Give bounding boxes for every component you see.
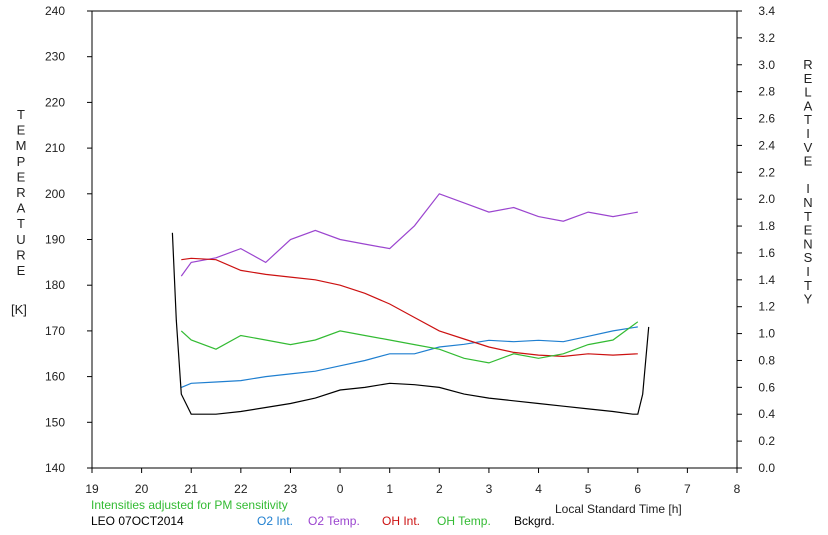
x-tick-label: 5 xyxy=(585,482,592,496)
y-axis-left-unit: [K] xyxy=(11,302,27,317)
station-label: LEO 07OCT2014 xyxy=(91,514,184,528)
x-tick-label: 8 xyxy=(734,482,741,496)
y-right-tick-label: 0.8 xyxy=(758,353,775,367)
y-left-tick-label: 210 xyxy=(45,141,65,155)
y-left-tick-label: 150 xyxy=(45,415,65,429)
x-tick-label: 7 xyxy=(684,482,691,496)
series-line-o2-int xyxy=(181,326,638,388)
y-left-tick-label: 140 xyxy=(45,461,65,475)
x-tick-label: 21 xyxy=(185,482,199,496)
y-right-tick-label: 2.4 xyxy=(758,138,775,152)
y-right-tick-label: 0.4 xyxy=(758,407,775,421)
x-tick-label: 4 xyxy=(535,482,542,496)
y-right-tick-label: 1.0 xyxy=(758,327,775,341)
y-left-tick-label: 200 xyxy=(45,187,65,201)
series-layer xyxy=(171,193,650,415)
x-axis-title: Local Standard Time [h] xyxy=(555,502,682,516)
y-left-tick-label: 160 xyxy=(45,370,65,384)
y-right-tick-label: 1.4 xyxy=(758,273,775,287)
legend: O2 Int. O2 Temp. OH Int. OH Temp. Bckgrd. xyxy=(257,514,555,528)
y-left-tick-label: 170 xyxy=(45,324,65,338)
x-tick-label: 2 xyxy=(436,482,443,496)
series-line-oh-temp xyxy=(180,321,639,364)
y-left-tick-label: 220 xyxy=(45,95,65,109)
legend-entry: Bckgrd. xyxy=(514,514,555,528)
x-tick-label: 22 xyxy=(234,482,248,496)
x-tick-label: 0 xyxy=(337,482,344,496)
legend-entry: OH Int. xyxy=(382,514,420,528)
y-right-tick-label: 2.0 xyxy=(758,192,775,206)
y-right-tick-label: 1.6 xyxy=(758,246,775,260)
y-right-tick-label: 1.8 xyxy=(758,219,775,233)
y-right-tick-label: 2.2 xyxy=(758,165,775,179)
y-axis-left: 140 150 160 170 180 190 200 210 220 230 240 xyxy=(45,4,92,475)
y-right-tick-label: 1.2 xyxy=(758,300,775,314)
y-axis-right: 0.0 0.2 0.4 0.6 0.8 1.0 1.2 1.4 1.6 1.8 2.0 2.2 2.4 2… xyxy=(737,4,775,475)
y-left-tick-label: 240 xyxy=(45,4,65,18)
y-right-tick-label: 3.0 xyxy=(758,58,775,72)
x-axis: 19 20 21 22 23 0 1 2 3 4 5 6 7 8 xyxy=(85,468,741,496)
y-right-tick-label: 2.8 xyxy=(758,85,775,99)
legend-entry: O2 Int. xyxy=(257,514,293,528)
series-line-bckgrd xyxy=(171,232,650,415)
y-left-tick-label: 190 xyxy=(45,233,65,247)
y-left-tick-label: 180 xyxy=(45,278,65,292)
x-tick-label: 1 xyxy=(386,482,393,496)
x-tick-label: 23 xyxy=(284,482,298,496)
legend-entry: O2 Temp. xyxy=(308,514,360,528)
x-tick-label: 3 xyxy=(486,482,493,496)
y-right-tick-label: 3.4 xyxy=(758,4,775,18)
plot-frame xyxy=(91,10,738,469)
y-right-tick-label: 2.6 xyxy=(758,112,775,126)
sensitivity-note: Intensities adjusted for PM sensitivity xyxy=(91,498,288,512)
y-right-tick-label: 0.0 xyxy=(758,461,775,475)
y-right-tick-label: 0.6 xyxy=(758,380,775,394)
series-line-oh-int xyxy=(181,257,638,358)
x-tick-label: 6 xyxy=(634,482,641,496)
y-right-tick-label: 3.2 xyxy=(758,31,775,45)
x-tick-label: 20 xyxy=(135,482,149,496)
legend-entry: OH Temp. xyxy=(437,514,491,528)
series-line-o2-temp xyxy=(180,193,638,277)
y-left-tick-label: 230 xyxy=(45,50,65,64)
x-tick-label: 19 xyxy=(85,482,99,496)
y-right-tick-label: 0.2 xyxy=(758,434,775,448)
